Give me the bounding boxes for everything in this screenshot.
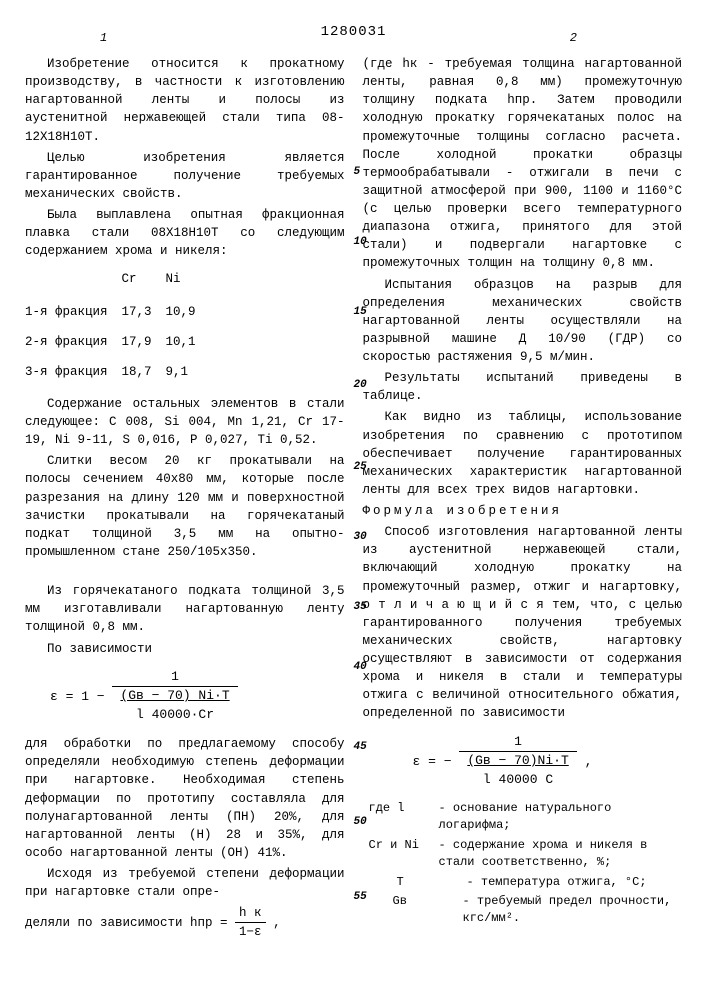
para: Целью изобретения является гарантированн… <box>25 149 345 203</box>
table-row: 3-я фракция 18,7 9,1 <box>25 357 210 387</box>
para: По зависимости <box>25 640 345 658</box>
patent-number: 1280031 <box>321 22 387 42</box>
def-row: Cr и Ni - содержание хрома и никеля в ст… <box>369 837 683 872</box>
two-column-layout: Изобретение относится к прокатному произ… <box>25 55 682 945</box>
para: Как видно из таблицы, использование изоб… <box>363 408 683 499</box>
para: Была выплавлена опытная фракционная плав… <box>25 206 345 260</box>
def-row: где l - основание натурального логарифма… <box>369 800 683 835</box>
page-num-left: 1 <box>100 30 107 47</box>
fraction-table: Cr Ni 1-я фракция 17,3 10,9 2-я фракция … <box>25 268 210 387</box>
para: Слитки весом 20 кг прокатывали на полосы… <box>25 452 345 561</box>
claims-heading: Формула изобретения <box>363 502 683 520</box>
formula-epsilon: ε = 1 − 1 (Gв − 70) Ni·T l 40000·Cr <box>50 668 345 726</box>
para: деляли по зависимости hпр = h к 1−ε , <box>25 904 345 941</box>
column-left: Изобретение относится к прокатному произ… <box>25 55 345 945</box>
para: Из горячекатаного подката толщиной 3,5 м… <box>25 582 345 636</box>
def-row: Gв - требуемый предел прочности, кгс/мм²… <box>369 893 683 928</box>
table-row: 1-я фракция 17,3 10,9 <box>25 297 210 327</box>
para: для обработки по предлагаемому способу о… <box>25 735 345 862</box>
page-num-right: 2 <box>570 30 577 47</box>
para: Способ изготовления нагартованной ленты … <box>363 523 683 722</box>
formula-epsilon-2: ε = − 1 (Gв − 70)Ni·T l 40000 C , <box>413 733 683 791</box>
th: Ni <box>166 268 210 296</box>
th <box>25 268 122 296</box>
column-right: (где hк - требуемая толщина нагартованно… <box>363 55 683 945</box>
th: Cr <box>122 268 166 296</box>
def-row: T - температура отжига, °С; <box>369 874 683 891</box>
para: Изобретение относится к прокатному произ… <box>25 55 345 146</box>
para: (где hк - требуемая толщина нагартованно… <box>363 55 683 273</box>
para: Результаты испытаний приведены в таблице… <box>363 369 683 405</box>
para: Содержание остальных элементов в стали с… <box>25 395 345 449</box>
para: Исходя из требуемой степени деформации п… <box>25 865 345 901</box>
table-row: 2-я фракция 17,9 10,1 <box>25 327 210 357</box>
para: Испытания образцов на разрыв для определ… <box>363 276 683 367</box>
definitions-list: где l - основание натурального логарифма… <box>369 800 683 928</box>
